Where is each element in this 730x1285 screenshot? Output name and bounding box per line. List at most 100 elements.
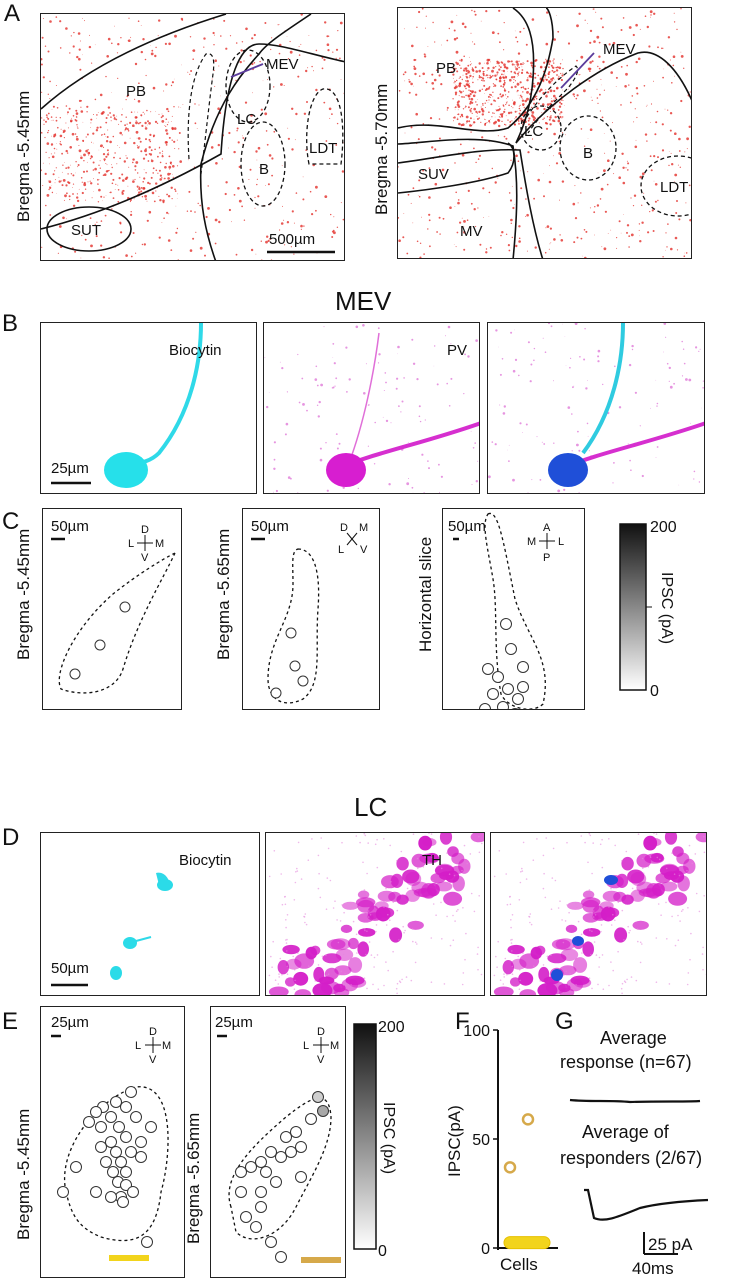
svg-text:P: P xyxy=(543,552,550,564)
recorded-cell-marker xyxy=(90,1106,102,1118)
recorded-cell-marker xyxy=(120,1179,132,1191)
recorded-cell-marker xyxy=(110,1146,122,1158)
svg-text:L: L xyxy=(558,536,564,548)
panel-a-left-image: PB MEV LC B LDT SUT 500µm xyxy=(40,13,345,261)
svg-text:V: V xyxy=(149,1054,157,1066)
panel-b-biocytin-image: Biocytin 25µm xyxy=(40,322,257,494)
region-pb: PB xyxy=(436,60,456,77)
recorded-cell-marker xyxy=(105,1191,117,1203)
svg-text:M: M xyxy=(162,1040,171,1052)
region-b: B xyxy=(259,161,269,178)
colorbar-e: 200 0 IPSC (pA) xyxy=(353,1020,405,1260)
recorded-cell-marker xyxy=(502,683,514,695)
recorded-cell-marker xyxy=(235,1166,247,1178)
recorded-cell-marker xyxy=(113,1121,125,1133)
region-ldt: LDT xyxy=(660,179,688,196)
scale-y-label: 25 pA xyxy=(648,1235,693,1254)
recorded-cell-marker xyxy=(235,1186,247,1198)
recorded-cell-marker xyxy=(312,1091,324,1103)
recorded-cell-marker xyxy=(275,1251,287,1263)
channel-th: TH xyxy=(422,852,442,869)
recorded-cell-marker xyxy=(317,1105,329,1117)
panel-a-right-image: PB MEV LC B SUV MV LDT xyxy=(397,7,692,259)
panel-d-th-image: TH xyxy=(265,832,485,996)
region-mev: MEV xyxy=(603,41,636,58)
panel-a-left-atlas: PB MEV LC B LDT SUT 500µm xyxy=(41,14,344,260)
region-b: B xyxy=(583,145,593,162)
recorded-cell-marker xyxy=(511,708,519,709)
title-mev: MEV xyxy=(335,286,392,316)
recorded-cell-marker xyxy=(255,1186,267,1198)
svg-text:L: L xyxy=(135,1040,141,1052)
svg-text:L: L xyxy=(338,544,344,556)
colorbar-label: IPSC (pA) xyxy=(380,1102,397,1174)
recorded-cell-marker xyxy=(512,693,524,705)
recorded-cell-marker xyxy=(100,1156,112,1168)
svg-text:M: M xyxy=(527,536,536,548)
panel-c-slice-3: 50µm A M L P xyxy=(442,508,585,710)
scale-x-label: 40ms xyxy=(632,1259,674,1278)
region-ldt: LDT xyxy=(309,140,337,157)
bregma-label-c3: Horizontal slice xyxy=(416,536,435,652)
recorded-cell-marker xyxy=(107,1166,119,1178)
recorded-cell-marker xyxy=(110,1096,122,1108)
recorded-cell-marker xyxy=(135,1151,147,1163)
recorded-cell-marker xyxy=(500,618,512,630)
svg-text:D: D xyxy=(317,1026,325,1038)
recorded-cell-marker xyxy=(130,1111,142,1123)
channel-biocytin: Biocytin xyxy=(179,852,232,869)
recorded-cell-marker xyxy=(492,671,504,683)
recorded-cell-marker xyxy=(105,1136,117,1148)
group-color-bar xyxy=(109,1255,149,1261)
group-color-bar xyxy=(301,1257,341,1263)
svg-text:M: M xyxy=(359,522,368,534)
svg-text:D: D xyxy=(149,1026,157,1038)
trace-label-all-line2: response (n=67) xyxy=(560,1052,692,1072)
recorded-cell-marker xyxy=(487,688,499,700)
trace-label-resp-line2: responders (2/67) xyxy=(560,1148,702,1168)
svg-text:M: M xyxy=(155,538,164,550)
colorbar-label: IPSC (pA) xyxy=(658,572,675,644)
scale-label: 50µm xyxy=(51,518,89,535)
recorded-cell-marker xyxy=(125,1086,137,1098)
panel-c-slice-2: 50µm D L M V xyxy=(242,508,380,710)
recorded-cell-marker xyxy=(290,1126,302,1138)
bregma-label-a-left: Bregma -5.45mm xyxy=(14,90,33,222)
recorded-cell-marker xyxy=(120,1131,132,1143)
recorded-cell-marker xyxy=(255,1156,267,1168)
recorded-cell-marker xyxy=(120,1101,132,1113)
data-point xyxy=(521,1113,535,1126)
recorded-cell-marker xyxy=(285,1146,297,1158)
recorded-cell-marker xyxy=(141,1236,153,1248)
region-suv: SUV xyxy=(418,166,449,183)
recorded-cell-marker xyxy=(275,1151,287,1163)
colorbar-c: 200 0 IPSC (pA) xyxy=(619,520,677,700)
panel-d-merge-image xyxy=(490,832,707,996)
recorded-cell-marker xyxy=(505,643,517,655)
scale-label: 25µm xyxy=(215,1014,253,1031)
region-pb: PB xyxy=(126,83,146,100)
region-mv: MV xyxy=(460,223,483,240)
recorded-cell-marker xyxy=(90,1186,102,1198)
recorded-cell-marker xyxy=(265,1236,277,1248)
y-axis-label: IPSC(pA) xyxy=(445,1105,464,1177)
svg-text:A: A xyxy=(543,522,551,534)
channel-biocytin: Biocytin xyxy=(169,342,222,359)
recorded-cell-marker xyxy=(135,1136,147,1148)
recorded-cell-marker xyxy=(125,1146,137,1158)
recorded-cell-marker xyxy=(479,703,491,709)
panel-c-slice-1: 50µm D L M V xyxy=(42,508,182,710)
region-lc: LC xyxy=(524,123,543,140)
orientation-compass: D L M V xyxy=(128,524,164,564)
svg-text:M: M xyxy=(330,1040,339,1052)
recorded-cell-marker xyxy=(105,1111,117,1123)
x-axis-label: Cells xyxy=(500,1255,538,1274)
recorded-cell-marker xyxy=(517,661,529,673)
recorded-cell-marker xyxy=(117,1196,129,1208)
recorded-cell-marker xyxy=(83,1116,95,1128)
y-tick-label: 0 xyxy=(481,1241,490,1258)
channel-pv: PV xyxy=(447,342,467,359)
recorded-cell-marker xyxy=(240,1211,252,1223)
recorded-cell-marker xyxy=(482,663,494,675)
recorded-cell-marker xyxy=(250,1221,262,1233)
